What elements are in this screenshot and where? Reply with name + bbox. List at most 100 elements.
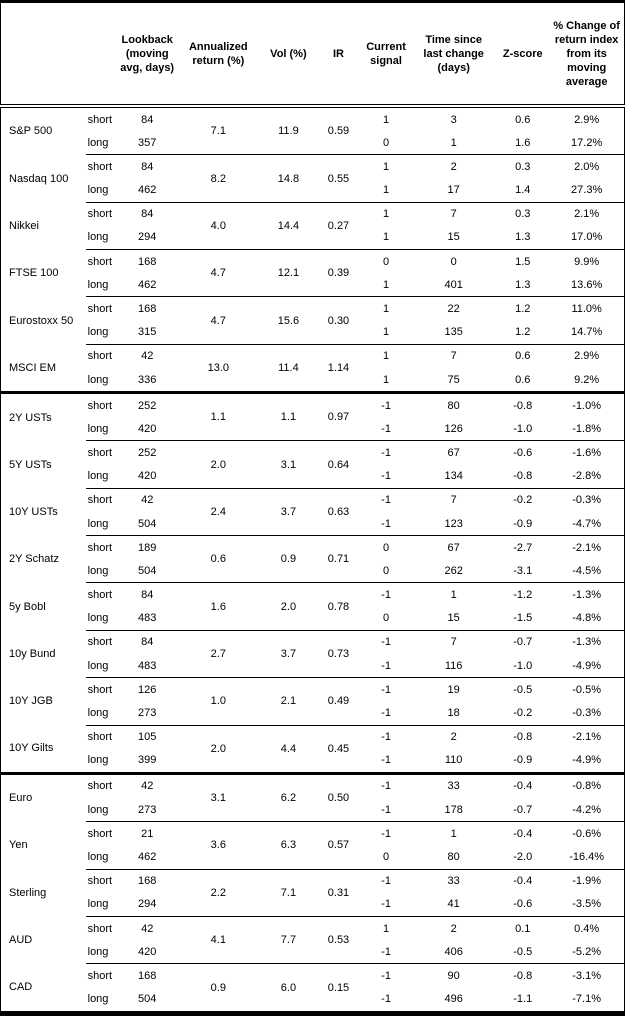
asset-row-long: long 273 -1 18 -0.2 -0.3% — [1, 701, 625, 725]
zscore-value: 0.3 — [496, 154, 550, 179]
lookback-value: 504 — [138, 564, 157, 577]
signal-value: -1 — [361, 821, 412, 846]
zscore-value: -1.1 — [513, 993, 533, 1006]
signal-value: 1 — [382, 184, 390, 197]
pct-change-value: -1.9% — [549, 868, 625, 893]
annualized-return-value: 2.0 — [175, 724, 261, 774]
period-label: long — [87, 993, 109, 1006]
asset-name: 5y Bobl — [9, 600, 46, 613]
lookback-value: 42 — [118, 343, 176, 368]
asset-name: FTSE 100 — [9, 267, 59, 280]
time-since-value: 1 — [411, 821, 497, 846]
pct-change-value: 14.7% — [571, 326, 603, 339]
pct-change-value: 27.3% — [571, 184, 603, 197]
zscore-value: -0.9 — [513, 754, 533, 767]
lookback-value: 105 — [118, 724, 176, 749]
asset-row-long: long 357 0 1 1.6 17.2% — [1, 131, 625, 155]
signal-value: 1 — [382, 373, 390, 386]
zscore-value: 1.3 — [515, 278, 531, 291]
vol-value: 11.9 — [278, 125, 299, 138]
zscore-value: 0.3 — [496, 201, 550, 226]
ir-value: 0.50 — [315, 771, 362, 822]
asset-row-short: Nikkei short 84 4.0 14.4 0.27 1 7 0.3 2.1% — [1, 201, 625, 250]
header-row: Lookback (moving avg, days) Annualized r… — [0, 1, 625, 108]
zscore-value: -0.4 — [496, 868, 550, 893]
period-label: long — [87, 659, 109, 672]
annualized-return-value: 2.4 — [175, 487, 261, 536]
zscore-value: -0.8 — [496, 391, 550, 418]
pct-change-value: -3.5% — [572, 898, 602, 911]
asset-name: 2Y Schatz — [9, 553, 59, 566]
time-since-value: 41 — [447, 898, 460, 911]
period-label: short — [85, 343, 119, 368]
period-label: long — [87, 898, 109, 911]
vol-value: 14.4 — [260, 201, 316, 250]
annualized-return-value: 1.6 — [175, 582, 261, 631]
pct-change-value: -5.2% — [572, 945, 602, 958]
period-label: long — [87, 706, 109, 719]
vol-value: 7.1 — [260, 868, 316, 917]
period-label: short — [85, 771, 119, 799]
lookback-value: 168 — [118, 868, 176, 893]
ir-value: 0.97 — [315, 391, 362, 441]
ir-value: 0.63 — [315, 487, 362, 536]
vol-value: 1.1 — [260, 391, 316, 441]
asset-name: Nasdaq 100 — [9, 172, 69, 185]
time-since-value: 67 — [411, 440, 497, 465]
asset-row-short: 5Y USTs short 252 2.0 3.1 0.64 -1 67 -0.6 -1.6% — [1, 440, 625, 489]
time-since-value: 67 — [411, 535, 497, 560]
annualized-return-value: 2.2 — [175, 868, 261, 917]
ir-value: 0.59 — [327, 125, 350, 138]
signal-value: -1 — [381, 754, 391, 767]
zscore-value: -0.5 — [496, 677, 550, 702]
lookback-value: 483 — [138, 659, 157, 672]
signal-value: -1 — [361, 391, 412, 418]
time-since-value: 75 — [447, 373, 460, 386]
annualized-return-value: 4.7 — [175, 249, 261, 297]
asset-name: 10Y USTs — [9, 505, 58, 518]
time-since-value: 134 — [444, 470, 463, 483]
asset-row-short: 10Y USTs short 42 2.4 3.7 0.63 -1 7 -0.2 -0.3% — [1, 487, 625, 536]
zscore-value: -0.9 — [513, 517, 533, 530]
ir-value: 0.27 — [315, 201, 362, 250]
vol-value: 14.8 — [260, 154, 316, 203]
time-since-value: 7 — [411, 487, 497, 512]
period-label: long — [87, 803, 109, 816]
annualized-return-value: 8.2 — [175, 154, 261, 203]
asset-name: Yen — [9, 839, 28, 852]
period-label: long — [87, 231, 109, 244]
time-since-value: 7 — [411, 629, 497, 654]
time-since-value: 1 — [450, 136, 457, 149]
ir-value: 0.71 — [315, 535, 362, 583]
pct-change-value: -0.5% — [549, 677, 625, 702]
time-since-value: 15 — [447, 612, 460, 625]
lookback-value: 273 — [138, 706, 157, 719]
zscore-value: -0.8 — [496, 963, 550, 988]
lookback-value: 294 — [138, 898, 157, 911]
lookback-value: 357 — [138, 136, 157, 149]
pct-change-value: 17.0% — [571, 231, 603, 244]
lookback-value: 84 — [141, 113, 154, 126]
header-annualized-return: Annualized return (%) — [175, 1, 261, 108]
time-since-value: 116 — [444, 659, 463, 672]
signal-value: 1 — [382, 278, 390, 291]
time-since-value: 406 — [444, 945, 463, 958]
asset-row-long: long 294 1 15 1.3 17.0% — [1, 226, 625, 250]
header-pct-change: % Change of return index from its moving… — [549, 1, 625, 108]
pct-change-value: -1.0% — [549, 391, 625, 418]
signal-value: -1 — [361, 582, 412, 607]
zscore-value: -0.6 — [496, 440, 550, 465]
lookback-value: 84 — [118, 201, 176, 226]
asset-name: Nikkei — [9, 219, 39, 232]
pct-change-value: -1.3% — [549, 582, 625, 607]
signal-value: -1 — [381, 993, 391, 1006]
pct-change-value: 0.4% — [549, 915, 625, 941]
lookback-value: 273 — [138, 803, 157, 816]
signal-value: -1 — [361, 487, 412, 512]
pct-change-value: -2.1% — [549, 724, 625, 749]
pct-change-value: -4.9% — [572, 659, 602, 672]
vol-value: 0.9 — [260, 535, 316, 583]
asset-row-long: long 483 -1 116 -1.0 -4.9% — [1, 654, 625, 678]
lookback-value: 42 — [118, 487, 176, 512]
header-time-since: Time since last change (days) — [411, 1, 497, 108]
